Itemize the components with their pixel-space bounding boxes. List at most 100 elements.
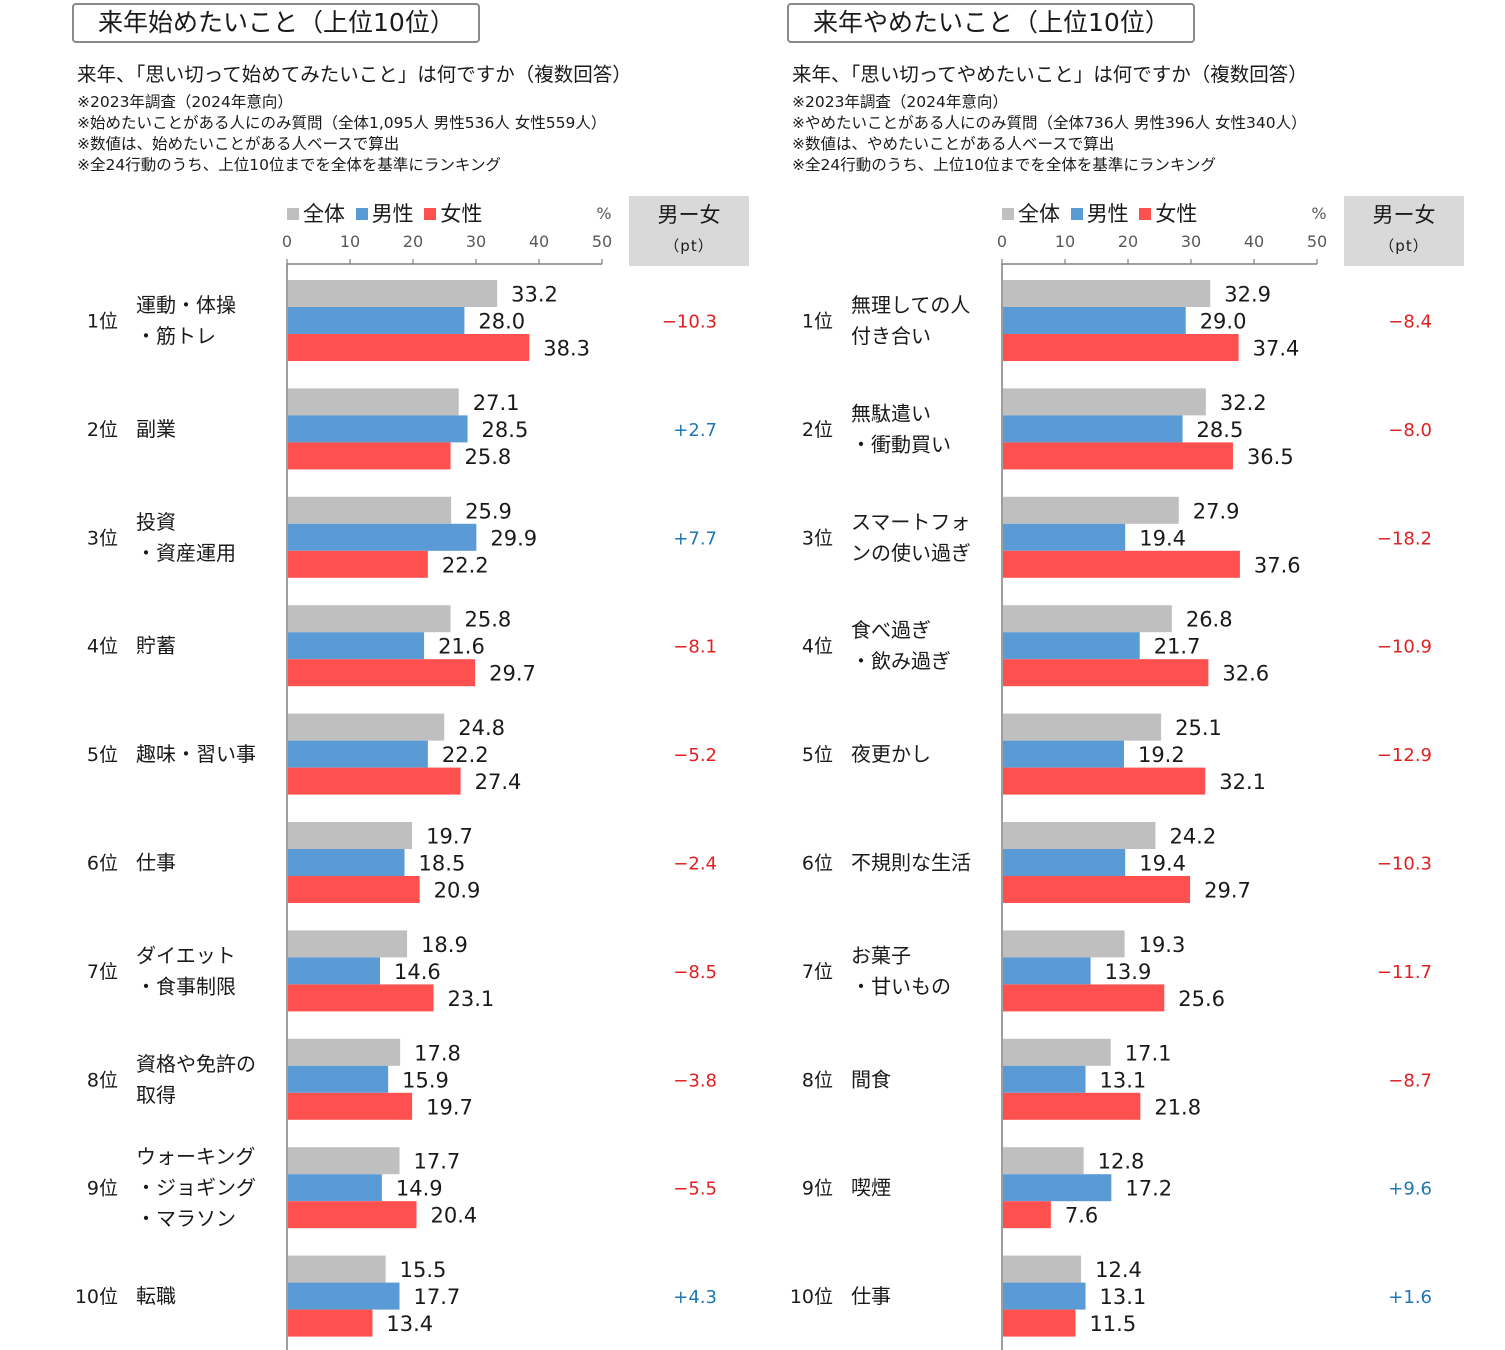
diff-value: −8.0 [1388, 420, 1432, 441]
bar-male [288, 849, 405, 876]
bar-all [288, 496, 452, 524]
diff-header-label: 男ー女 [657, 203, 721, 227]
diff-value: −12.9 [1377, 745, 1432, 766]
category-label: ンの使い過ぎ [851, 541, 971, 565]
bar-all [1003, 1038, 1111, 1066]
bar-all [288, 822, 413, 849]
rank-label: 2位 [802, 419, 833, 441]
chart-legend: 全体 男性 女性 [1002, 198, 1201, 228]
bar-value-label: 25.9 [465, 499, 512, 523]
bar-value-label: 13.9 [1105, 960, 1152, 984]
bar-female [288, 334, 530, 361]
rank-label: 6位 [87, 853, 118, 875]
bar-female [288, 442, 451, 470]
bar-value-label: 19.4 [1139, 852, 1186, 876]
bar-female [1003, 876, 1191, 903]
rank-label: 7位 [87, 961, 118, 983]
category-label: スマートフォ [851, 510, 970, 534]
rank-label: 9位 [87, 1178, 118, 1200]
bar-value-label: 13.1 [1100, 1285, 1147, 1309]
bar-male [288, 1282, 400, 1310]
category-label: 資格や免許の [136, 1052, 256, 1076]
rank-label: 3位 [802, 527, 833, 549]
x-tick-label: 40 [1244, 232, 1264, 251]
legend-label: 女性 [440, 202, 483, 226]
bar-value-label: 28.5 [1197, 418, 1244, 442]
category-label: 仕事 [851, 1284, 891, 1308]
rank-label: 2位 [87, 419, 118, 441]
diff-value: −8.1 [673, 637, 717, 658]
diff-value: −2.4 [673, 854, 717, 875]
diff-value: −5.2 [673, 745, 717, 766]
legend-item-male: 男性 [355, 198, 414, 228]
diff-value: −8.7 [1388, 1070, 1432, 1091]
note-line: ※2023年調査（2024年意向） [77, 93, 293, 111]
bar-value-label: 28.0 [478, 310, 525, 334]
bar-value-label: 14.9 [396, 1177, 443, 1201]
bar-all [1003, 388, 1206, 416]
bar-male [288, 1174, 382, 1202]
category-label: ・マラソン [136, 1207, 236, 1231]
bar-male [1003, 849, 1126, 876]
chart-title: 来年始めたいこと（上位10位） [72, 3, 480, 43]
legend-swatch-all [287, 208, 299, 220]
legend-swatch-male [1070, 208, 1083, 220]
bar-male [288, 1065, 389, 1093]
bar-value-label: 27.4 [475, 770, 522, 794]
x-tick-label: 20 [1118, 232, 1138, 251]
bar-male [288, 632, 425, 660]
legend-label: 全体 [303, 202, 345, 226]
bar-female [1003, 442, 1233, 470]
category-label: 副業 [136, 417, 176, 441]
bar-value-label: 28.5 [482, 418, 529, 442]
category-label: ダイエット [136, 943, 236, 967]
bar-all [1003, 1147, 1084, 1175]
legend-item-female: 女性 [424, 198, 482, 228]
category-label: ・ジョギング [136, 1176, 256, 1200]
bar-male [288, 740, 428, 768]
bar-male [1003, 307, 1186, 334]
bar-value-label: 33.2 [511, 283, 558, 307]
diff-header-unit: （pt） [664, 237, 714, 255]
legend-label: 全体 [1018, 202, 1060, 226]
chart-subtitle: 来年、「思い切って始めてみたいこと」は何ですか（複数回答） [77, 63, 632, 86]
bar-all [288, 713, 445, 741]
diff-value: −11.7 [1377, 962, 1432, 983]
bar-value-label: 21.8 [1154, 1095, 1201, 1119]
bar-female [288, 659, 476, 687]
rank-label: 10位 [75, 1286, 118, 1308]
category-label: 不規則な生活 [851, 851, 971, 875]
category-label: ・食事制限 [136, 974, 236, 998]
chart-subtitle: 来年、「思い切ってやめたいこと」は何ですか（複数回答） [792, 63, 1308, 86]
start-chart-panel: 来年始めたいこと（上位10位） 来年、「思い切って始めてみたいこと」は何ですか（… [0, 0, 749, 1350]
bar-value-label: 29.0 [1200, 310, 1247, 334]
bar-value-label: 17.7 [414, 1285, 461, 1309]
bar-value-label: 24.8 [458, 716, 505, 740]
bar-value-label: 25.6 [1178, 987, 1225, 1011]
bar-female [288, 550, 428, 578]
bar-value-label: 13.1 [1100, 1068, 1147, 1092]
bar-male [1003, 415, 1183, 443]
note-line: ※始めたいことがある人にのみ質問（全体1,095人 男性536人 女性559人） [77, 114, 607, 132]
diff-value: −5.5 [673, 1179, 717, 1200]
x-tick-label: 10 [340, 232, 360, 251]
note-line: ※やめたいことがある人にのみ質問（全体736人 男性396人 女性340人） [792, 114, 1307, 132]
rank-label: 5位 [802, 744, 833, 766]
bar-all [1003, 280, 1211, 307]
bar-all [1003, 930, 1125, 958]
diff-value: +7.7 [673, 528, 717, 549]
bar-male [1003, 1174, 1112, 1202]
bar-value-label: 27.1 [473, 391, 520, 415]
bar-value-label: 32.1 [1219, 770, 1266, 794]
bar-value-label: 17.7 [414, 1150, 461, 1174]
bar-value-label: 11.5 [1089, 1312, 1136, 1336]
x-tick-label: 50 [592, 232, 612, 251]
category-label: 転職 [136, 1284, 176, 1308]
category-label: 投資 [136, 510, 176, 534]
legend-item-all: 全体 [287, 198, 345, 228]
bar-value-label: 27.9 [1193, 499, 1240, 523]
bar-female [1003, 334, 1239, 361]
category-label: 趣味・習い事 [136, 742, 256, 766]
bar-all [1003, 1255, 1082, 1283]
